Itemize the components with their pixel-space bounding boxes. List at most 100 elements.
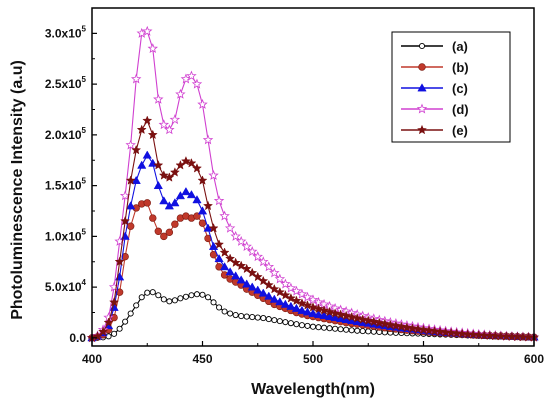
legend: (a) (b) (c) (d) (e) bbox=[391, 31, 511, 143]
data-point bbox=[357, 314, 368, 324]
data-point bbox=[319, 305, 330, 315]
data-point bbox=[153, 93, 164, 104]
data-point bbox=[274, 273, 286, 284]
data-point bbox=[231, 271, 241, 280]
data-point bbox=[280, 299, 291, 308]
data-point bbox=[324, 306, 335, 317]
legend-item: (b) bbox=[401, 60, 469, 75]
y-tick-label: 5.0x104 bbox=[45, 278, 87, 294]
data-point bbox=[138, 294, 145, 301]
data-point bbox=[192, 195, 202, 204]
data-point bbox=[307, 302, 319, 312]
data-point bbox=[197, 206, 208, 215]
data-point bbox=[165, 228, 174, 237]
data-point bbox=[221, 308, 228, 315]
x-axis-title: Wavelength(nm) bbox=[251, 381, 375, 398]
data-point bbox=[296, 288, 308, 299]
data-point bbox=[280, 278, 291, 289]
data-point bbox=[199, 291, 206, 298]
data-point bbox=[297, 305, 307, 314]
legend-label: (e) bbox=[452, 123, 468, 138]
data-point bbox=[253, 285, 263, 294]
data-point bbox=[285, 282, 297, 293]
data-point bbox=[208, 241, 219, 250]
data-point bbox=[133, 302, 140, 309]
y-tick-label: 3.0x105 bbox=[45, 24, 87, 40]
data-point bbox=[265, 316, 272, 323]
legend-marker bbox=[418, 63, 426, 71]
data-point bbox=[365, 328, 372, 335]
data-point bbox=[108, 281, 120, 292]
y-tick-label: 1.5x105 bbox=[45, 177, 87, 193]
data-point bbox=[287, 320, 294, 327]
data-point bbox=[131, 144, 142, 155]
data-point bbox=[319, 310, 329, 319]
data-point bbox=[271, 317, 278, 324]
data-point bbox=[291, 295, 302, 306]
data-point bbox=[242, 279, 252, 288]
data-point bbox=[304, 322, 311, 329]
data-point bbox=[153, 160, 164, 170]
data-point bbox=[147, 43, 159, 54]
data-point bbox=[125, 175, 136, 185]
data-point bbox=[170, 198, 180, 207]
y-axis-ticks: 0.0 5.0x104 1.0x105 1.5x105 2.0x105 2.5x105 3.… bbox=[45, 24, 97, 345]
data-point bbox=[296, 298, 307, 308]
data-point bbox=[374, 317, 385, 328]
data-point bbox=[208, 222, 219, 233]
x-tick-label: 450 bbox=[192, 352, 212, 366]
data-point bbox=[120, 215, 131, 226]
data-point bbox=[149, 289, 156, 296]
x-tick-label: 400 bbox=[82, 352, 102, 366]
data-point bbox=[276, 318, 283, 325]
data-point bbox=[121, 252, 129, 261]
data-point bbox=[232, 311, 239, 319]
data-point bbox=[171, 297, 178, 304]
data-point bbox=[236, 275, 246, 284]
data-point bbox=[263, 279, 274, 290]
data-point bbox=[147, 129, 158, 140]
y-tick-label: 1.0x105 bbox=[45, 227, 87, 243]
data-point bbox=[116, 325, 123, 332]
data-point bbox=[169, 167, 180, 177]
data-point bbox=[260, 315, 267, 322]
data-point bbox=[293, 321, 300, 328]
data-point bbox=[137, 160, 147, 169]
data-point bbox=[390, 320, 401, 331]
data-point bbox=[208, 169, 219, 180]
data-point bbox=[193, 291, 201, 298]
data-point bbox=[186, 158, 197, 168]
data-point bbox=[188, 292, 195, 299]
data-point bbox=[115, 288, 124, 296]
y-tick-label: 2.5x105 bbox=[45, 75, 87, 91]
legend-item: (a) bbox=[401, 39, 468, 54]
data-point bbox=[160, 296, 167, 303]
data-point bbox=[462, 329, 473, 339]
data-point bbox=[225, 267, 235, 276]
data-point bbox=[440, 327, 451, 337]
data-point bbox=[166, 298, 173, 305]
data-point bbox=[313, 309, 324, 318]
data-point bbox=[269, 267, 280, 278]
data-point bbox=[203, 200, 214, 211]
data-point bbox=[160, 232, 168, 241]
data-point bbox=[243, 313, 250, 320]
data-point bbox=[348, 327, 355, 334]
data-point bbox=[125, 139, 136, 150]
data-point bbox=[401, 322, 412, 332]
data-point bbox=[236, 260, 247, 271]
data-point bbox=[158, 119, 170, 130]
data-point bbox=[332, 325, 339, 332]
data-point bbox=[198, 219, 207, 227]
data-point bbox=[197, 175, 208, 185]
x-tick-label: 550 bbox=[413, 352, 433, 366]
data-point bbox=[214, 239, 225, 249]
data-point bbox=[396, 321, 407, 332]
data-point bbox=[214, 254, 224, 263]
data-point bbox=[324, 311, 335, 320]
data-point bbox=[274, 286, 285, 297]
data-point bbox=[263, 261, 275, 272]
data-point bbox=[225, 253, 236, 263]
data-point bbox=[175, 88, 186, 99]
